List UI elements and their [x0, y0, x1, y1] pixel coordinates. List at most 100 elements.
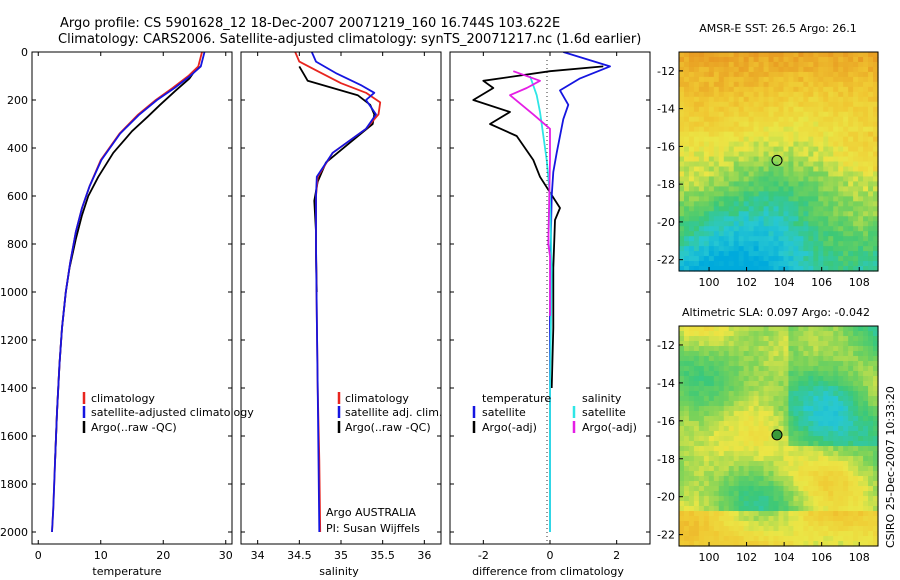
heatmap-cell — [848, 451, 854, 457]
heatmap-cell — [863, 481, 869, 487]
heatmap-cell — [708, 96, 715, 103]
heatmap-cell — [778, 466, 785, 472]
heatmap-cell — [703, 61, 710, 68]
heatmap-cell — [693, 441, 700, 447]
sst-map-frame — [678, 51, 879, 272]
heatmap-cell — [828, 516, 834, 522]
difference-legend: temperature satellite Argo(-adj) salinit… — [472, 392, 637, 434]
heatmap-cell — [783, 516, 790, 522]
heatmap-cell — [873, 106, 879, 113]
heatmap-cell — [798, 191, 804, 197]
heatmap-cell — [773, 61, 780, 68]
heatmap-cell — [679, 91, 685, 98]
heatmap-cell — [738, 431, 745, 437]
heatmap-cell — [778, 496, 785, 502]
heatmap-cell — [863, 366, 869, 372]
heatmap-cell — [793, 326, 799, 332]
heatmap-cell — [698, 406, 705, 412]
heatmap-cell — [793, 241, 799, 247]
heatmap-cell — [748, 531, 755, 537]
heatmap-cell — [813, 401, 819, 407]
heatmap-cell — [758, 521, 765, 527]
heatmap-cell — [698, 101, 705, 108]
heatmap-cell — [858, 476, 864, 482]
heatmap-cell — [753, 461, 760, 467]
heatmap-cell — [738, 356, 745, 362]
heatmap-cell — [868, 421, 874, 427]
heatmap-cell — [778, 161, 785, 168]
heatmap-cell — [708, 176, 715, 183]
heatmap-cell — [863, 56, 869, 63]
y-tick-label: 1600 — [0, 430, 28, 443]
heatmap-cell — [868, 456, 874, 462]
heatmap-cell — [838, 191, 844, 197]
heatmap-cell — [768, 126, 775, 133]
heatmap-cell — [838, 136, 844, 143]
heatmap-cell — [703, 251, 710, 257]
heatmap-cell — [788, 216, 795, 222]
heatmap-cell — [853, 66, 859, 73]
heatmap-cell — [873, 101, 879, 108]
heatmap-cell — [863, 236, 869, 242]
heatmap-cell — [848, 221, 854, 227]
heatmap-cell — [773, 446, 780, 452]
heatmap-cell — [768, 186, 775, 192]
heatmap-cell — [858, 496, 864, 502]
legend-label: Argo(-adj) — [482, 421, 537, 434]
heatmap-cell — [683, 421, 690, 427]
heatmap-cell — [753, 511, 760, 517]
heatmap-cell — [778, 401, 785, 407]
heatmap-cell — [688, 536, 695, 542]
heatmap-cell — [813, 176, 819, 183]
heatmap-cell — [783, 451, 790, 457]
heatmap-cell — [728, 151, 735, 158]
heatmap-cell — [698, 66, 705, 73]
heatmap-cell — [778, 441, 785, 447]
heatmap-cell — [818, 531, 824, 537]
heatmap-cell — [743, 526, 750, 532]
heatmap-cell — [773, 141, 780, 148]
heatmap-cell — [873, 166, 879, 173]
heatmap-cell — [703, 81, 710, 88]
heatmap-cell — [679, 496, 685, 502]
heatmap-cell — [788, 181, 795, 187]
heatmap-cell — [808, 541, 814, 547]
heatmap-cell — [693, 356, 700, 362]
heatmap-cell — [738, 66, 745, 73]
heatmap-cell — [818, 86, 824, 93]
heatmap-cell — [808, 236, 814, 242]
heatmap-cell — [688, 176, 695, 183]
heatmap-cell — [863, 401, 869, 407]
heatmap-cell — [723, 166, 730, 173]
heatmap-cell — [703, 486, 710, 492]
heatmap-cell — [868, 141, 874, 148]
heatmap-cell — [688, 146, 695, 153]
x-tick-label: 106 — [811, 551, 832, 564]
heatmap-cell — [748, 356, 755, 362]
heatmap-cell — [863, 141, 869, 148]
heatmap-cell — [823, 66, 829, 73]
salinity-lines — [294, 52, 382, 533]
heatmap-cell — [679, 96, 685, 103]
heatmap-cell — [748, 456, 755, 462]
heatmap-cell — [733, 91, 740, 98]
heatmap-cell — [828, 411, 834, 417]
heatmap-cell — [848, 251, 854, 257]
heatmap-cell — [708, 496, 715, 502]
heatmap-cell — [813, 181, 819, 187]
heatmap-cell — [823, 91, 829, 98]
heatmap-cell — [868, 201, 874, 207]
heatmap-cell — [808, 351, 814, 357]
heatmap-cell — [718, 466, 725, 472]
heatmap-cell — [853, 536, 859, 542]
heatmap-cell — [873, 181, 879, 187]
heatmap-cell — [763, 261, 770, 267]
heatmap-cell — [738, 231, 745, 237]
heatmap-cell — [703, 456, 710, 462]
heatmap-cell — [873, 536, 879, 542]
heatmap-cell — [768, 401, 775, 407]
heatmap-cell — [873, 121, 879, 128]
heatmap-cell — [703, 206, 710, 212]
heatmap-cell — [863, 461, 869, 467]
heatmap-cell — [708, 126, 715, 133]
